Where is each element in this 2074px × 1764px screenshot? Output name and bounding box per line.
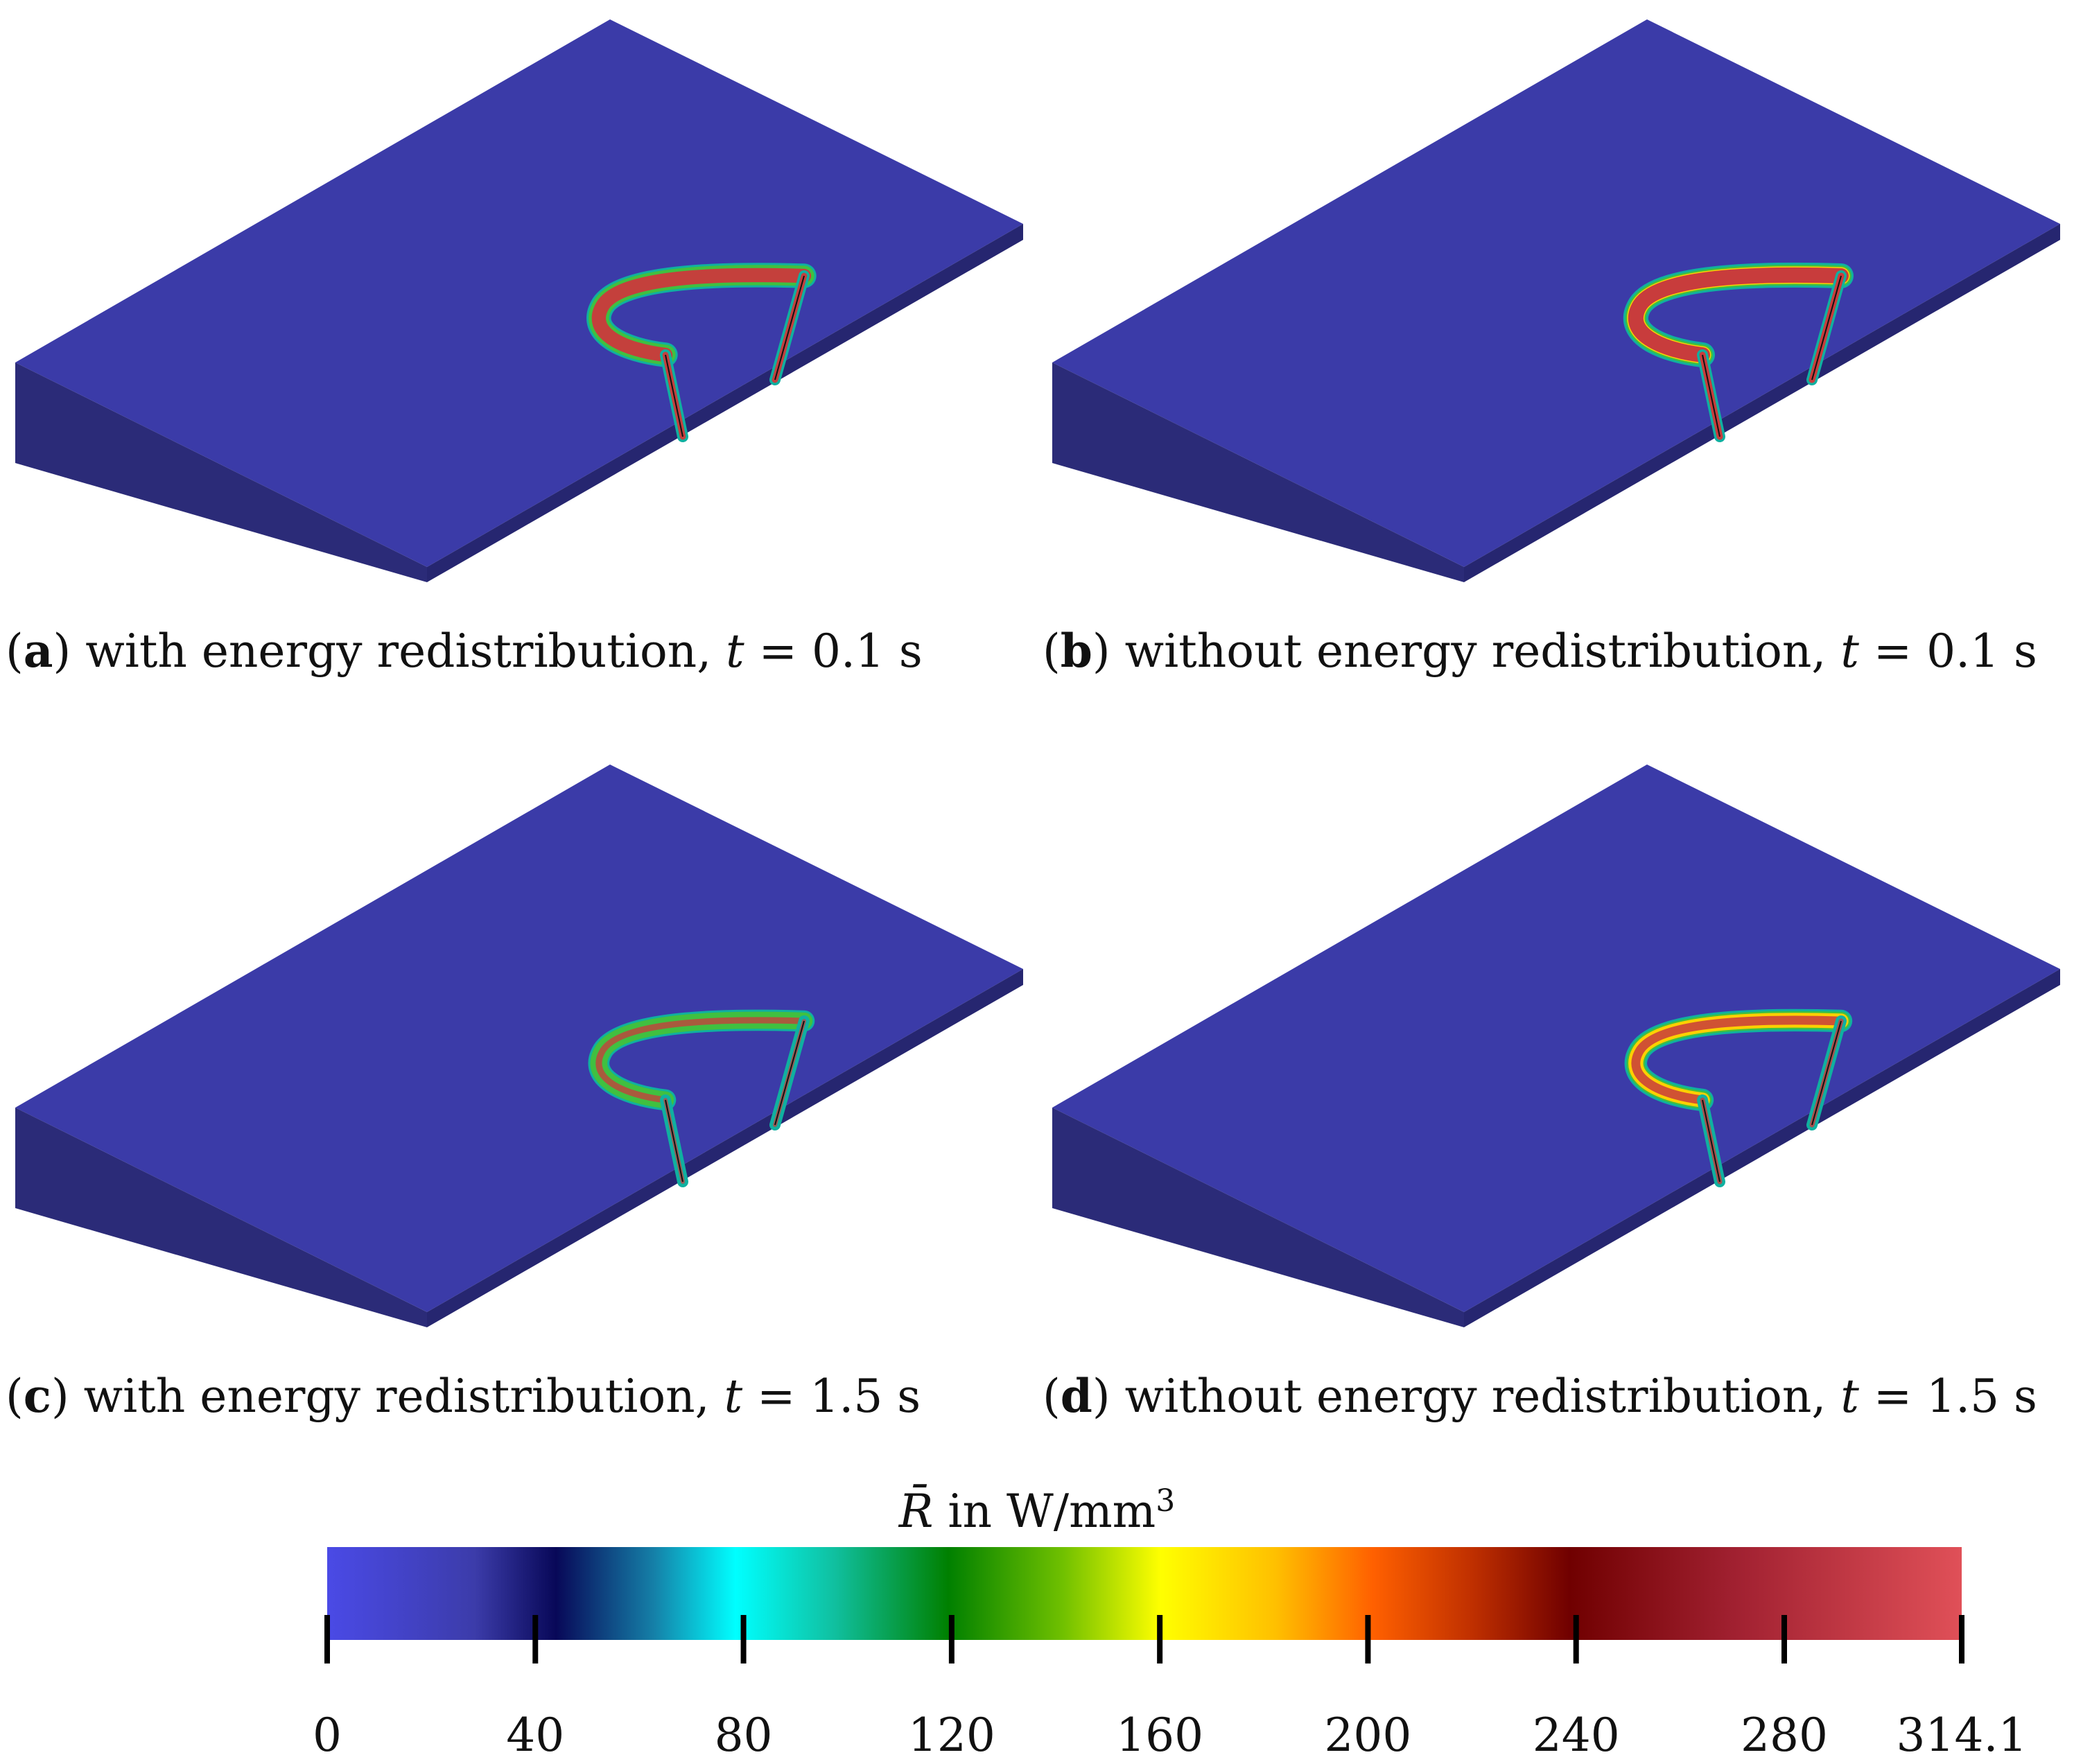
plate-render (1052, 19, 2060, 582)
crack-leg-edge (665, 354, 683, 437)
plate-front-face (15, 1108, 427, 1327)
plate-render (15, 19, 1023, 582)
crack-hot (1628, 267, 1849, 363)
crack-hot (591, 268, 812, 363)
plate-top-face (1052, 765, 2060, 1312)
crack-leg-edge (665, 1099, 683, 1182)
colorbar (327, 1547, 1962, 1640)
plate-render (1052, 765, 2060, 1327)
crack-band (588, 1009, 815, 1187)
crack-band (586, 263, 817, 442)
panel-c: (c) with energy redistribution, t = 1.5 … (0, 745, 1037, 1494)
colorbar-tick-label: 314.1 (1896, 1709, 2028, 1762)
crack-hot (1631, 1015, 1846, 1105)
plate-top-face (15, 19, 1023, 567)
caption-c: (c) with energy redistribution, t = 1.5 … (6, 1369, 921, 1423)
crack-leg-edge (774, 1020, 805, 1126)
plate-front-face (1052, 363, 1464, 582)
crack-leg-edge (1811, 275, 1842, 381)
colorbar-tick-label: 120 (907, 1709, 995, 1762)
plate-right-face (1464, 969, 2060, 1327)
plate-top-face (1052, 19, 2060, 567)
colorbar-tick-label: 160 (1116, 1709, 1204, 1762)
plate-top-face (15, 765, 1023, 1312)
colorbar-tick-label: 280 (1741, 1709, 1828, 1762)
crack-leg-edge (1702, 1099, 1720, 1182)
plate-render (15, 765, 1023, 1327)
colorbar-tick-label: 240 (1532, 1709, 1620, 1762)
plate-right-face (427, 224, 1023, 582)
colorbar-title: R̄ in W/mm3 (898, 1483, 1176, 1538)
plate-right-face (427, 969, 1023, 1327)
colorbar-tick-label: 200 (1324, 1709, 1412, 1762)
caption-a: (a) with energy redistribution, t = 0.1 … (6, 624, 923, 678)
plate-front-face (15, 363, 427, 582)
panel-d: (d) without energy redistribution, t = 1… (1037, 745, 2074, 1494)
crack-band (1623, 262, 1854, 442)
plate-front-face (1052, 1108, 1464, 1327)
panel-b: (b) without energy redistribution, t = 0… (1037, 0, 2074, 749)
caption-d: (d) without energy redistribution, t = 1… (1043, 1369, 2037, 1423)
crack-leg-edge (1702, 354, 1720, 437)
plate-right-face (1464, 224, 2060, 582)
colorbar-tick-label: 40 (506, 1709, 565, 1762)
crack-band (1624, 1008, 1853, 1187)
crack-leg-edge (1811, 1020, 1842, 1126)
colorbar-tick-label: 80 (714, 1709, 773, 1762)
colorbar-tick-label: 0 (313, 1709, 342, 1762)
crack-leg-edge (774, 275, 805, 381)
crack-hot (595, 1017, 808, 1103)
caption-b: (b) without energy redistribution, t = 0… (1043, 624, 2037, 678)
panel-a: (a) with energy redistribution, t = 0.1 … (0, 0, 1037, 749)
